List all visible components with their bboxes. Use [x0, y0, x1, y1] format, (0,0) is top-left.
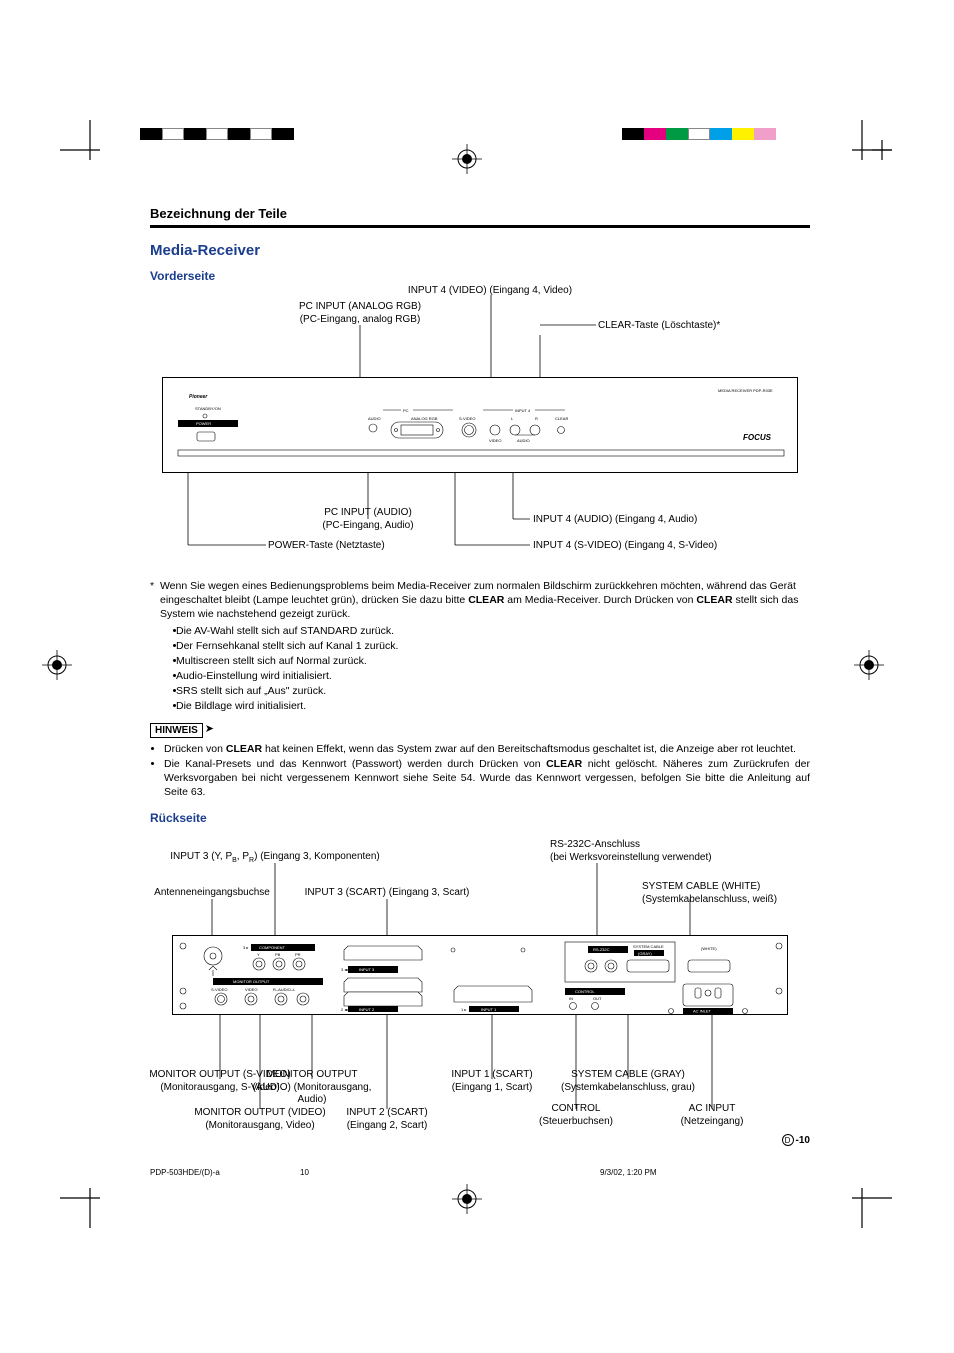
svg-text:R–AUDIO–L: R–AUDIO–L [273, 987, 296, 992]
svg-text:AC INLET: AC INLET [693, 1009, 712, 1014]
callout-pc-audio: PC INPUT (AUDIO) (PC-Eingang, Audio) [322, 507, 413, 532]
svg-text:2 ◂▸: 2 ◂▸ [341, 1007, 348, 1012]
svg-text:3 ◂▸: 3 ◂▸ [341, 967, 348, 972]
svg-text:AUDIO: AUDIO [517, 438, 530, 443]
callout-input4-video: INPUT 4 (VIDEO) (Eingang 4, Video) [408, 285, 572, 298]
svg-text:INPUT 2: INPUT 2 [359, 1007, 375, 1012]
front-diagram: INPUT 4 (VIDEO) (Eingang 4, Video) PC IN… [150, 289, 810, 573]
hinweis-list: Drücken von CLEAR hat keinen Effekt, wen… [150, 742, 810, 800]
callout-mon-video: MONITOR OUTPUT (VIDEO)(Monitorausgang, V… [194, 1107, 325, 1132]
svg-text:CONTROL: CONTROL [575, 989, 595, 994]
svg-text:PR: PR [295, 952, 301, 957]
callout-clear: CLEAR-Taste (Löschtaste)* [598, 320, 720, 333]
footer-page: 10 [300, 1168, 309, 1177]
top-right-color-bar [622, 128, 776, 140]
hinweis-item: Die Kanal-Presets und das Kennwort (Pass… [164, 757, 810, 800]
svg-text:POWER: POWER [196, 421, 211, 426]
reg-mark-left [42, 650, 72, 680]
svg-text:S-VIDEO: S-VIDEO [459, 416, 475, 421]
svg-text:VIDEO: VIDEO [245, 987, 257, 992]
bullet: Die Bildlage wird initialisiert. [186, 699, 810, 713]
svg-text:COMPONENT: COMPONENT [259, 945, 286, 950]
callout-input3-comp: INPUT 3 (Y, PB, PR) (Eingang 3, Komponen… [170, 851, 379, 866]
page-number: D-10 [782, 1134, 810, 1146]
svg-text:INPUT 1: INPUT 1 [481, 1007, 497, 1012]
callout-input1: INPUT 1 (SCART)(Eingang 1, Scart) [451, 1069, 532, 1094]
svg-text:RS-232C: RS-232C [593, 947, 610, 952]
main-title: Media-Receiver [150, 242, 810, 259]
callout-control: CONTROL(Steuerbuchsen) [539, 1103, 613, 1128]
bullet: SRS stellt sich auf „Aus" zurück. [186, 684, 810, 698]
crop-top-left [60, 120, 120, 180]
svg-text:1 ▸: 1 ▸ [461, 1007, 466, 1012]
hinweis-arrow-icon: ➤ [205, 722, 214, 735]
svg-text:INPUT 4: INPUT 4 [515, 408, 531, 413]
callout-input4-audio: INPUT 4 (AUDIO) (Eingang 4, Audio) [533, 514, 697, 527]
callout-mon-audio: MONITOR OUTPUT(AUDIO) (Monitorausgang,Au… [253, 1069, 372, 1107]
svg-text:R: R [535, 416, 538, 421]
svg-text:(WHITE): (WHITE) [701, 946, 717, 951]
reset-bullet-list: Die AV-Wahl stellt sich auf STANDARD zur… [160, 624, 810, 714]
bullet: Die AV-Wahl stellt sich auf STANDARD zur… [186, 624, 810, 638]
svg-text:L: L [511, 416, 514, 421]
section-header: Bezeichnung der Teile [150, 206, 810, 221]
footer-date: 9/3/02, 1:20 PM [600, 1168, 656, 1177]
bullet: Multiscreen stellt sich auf Normal zurüc… [186, 654, 810, 668]
svg-text:3 ▸: 3 ▸ [243, 945, 248, 950]
svg-text:FOCUS: FOCUS [743, 433, 772, 442]
svg-text:VIDEO: VIDEO [489, 438, 501, 443]
rear-subtitle: Rückseite [150, 811, 810, 825]
svg-text:INPUT 3: INPUT 3 [359, 967, 375, 972]
svg-text:CLEAR: CLEAR [555, 416, 568, 421]
svg-text:Y: Y [257, 952, 260, 957]
bullet: Audio-Einstellung wird initialisiert. [186, 669, 810, 683]
callout-sys-gray: SYSTEM CABLE (GRAY)(Systemkabelanschluss… [561, 1069, 695, 1094]
callout-power: POWER-Taste (Netztaste) [268, 540, 385, 553]
svg-text:MONITOR OUTPUT: MONITOR OUTPUT [233, 979, 270, 984]
rear-diagram: INPUT 3 (Y, PB, PR) (Eingang 3, Komponen… [150, 831, 810, 1161]
svg-text:(GRAY): (GRAY) [638, 951, 652, 956]
svg-text:OUT: OUT [593, 996, 602, 1001]
callout-input3-scart: INPUT 3 (SCART) (Eingang 3, Scart) [305, 887, 470, 900]
device-front-panel: Pioneer MEDIA RECEIVER PDP-R03E STANDBY/… [162, 377, 798, 473]
svg-text:AUDIO: AUDIO [368, 416, 381, 421]
hinweis-label: HINWEIS [150, 723, 203, 738]
svg-text:ANALOG RGB: ANALOG RGB [411, 416, 438, 421]
svg-text:S-VIDEO: S-VIDEO [211, 987, 227, 992]
svg-text:SYSTEM CABLE: SYSTEM CABLE [633, 944, 664, 949]
footer-file: PDP-503HDE/(D)-a [150, 1168, 220, 1177]
reg-mark-right [854, 650, 884, 680]
callout-ac: AC INPUT(Netzeingang) [681, 1103, 744, 1128]
svg-text:PB: PB [275, 952, 281, 957]
svg-text:IN: IN [569, 996, 573, 1001]
callout-input4-svideo: INPUT 4 (S-VIDEO) (Eingang 4, S-Video) [533, 540, 717, 553]
section-rule [150, 225, 810, 228]
callout-sys-white: SYSTEM CABLE (WHITE)(Systemkabelanschlus… [642, 881, 777, 906]
crop-top-right [832, 120, 892, 180]
device-rear-panel: COMPONENT 3 ▸ Y PB PR MONITOR OUTPUT S-V… [172, 935, 788, 1015]
reg-mark-bottom [452, 1184, 482, 1214]
crop-bottom-right [832, 1168, 892, 1228]
brand-logo: Pioneer [189, 394, 208, 400]
hinweis-item: Drücken von CLEAR hat keinen Effekt, wen… [164, 742, 810, 756]
svg-text:PC: PC [403, 408, 409, 413]
crop-bottom-left [60, 1168, 120, 1228]
front-subtitle: Vorderseite [150, 269, 810, 283]
callout-rs232: RS-232C-Anschluss(bei Werksvoreinstellun… [550, 839, 712, 864]
model-label: MEDIA RECEIVER PDP-R03E [718, 388, 773, 393]
callout-input2: INPUT 2 (SCART)(Eingang 2, Scart) [346, 1107, 427, 1132]
asterisk-note: * Wenn Sie wegen eines Bedienungsproblem… [150, 579, 810, 714]
reg-mark-top [452, 144, 482, 174]
svg-text:STANDBY/ON: STANDBY/ON [195, 406, 221, 411]
callout-pc-analog: PC INPUT (ANALOG RGB) (PC-Eingang, analo… [299, 301, 421, 326]
top-left-color-bar [140, 128, 294, 140]
bullet: Der Fernsehkanal stellt sich auf Kanal 1… [186, 639, 810, 653]
callout-antenna: Antenneneingangsbuchse [154, 887, 270, 900]
